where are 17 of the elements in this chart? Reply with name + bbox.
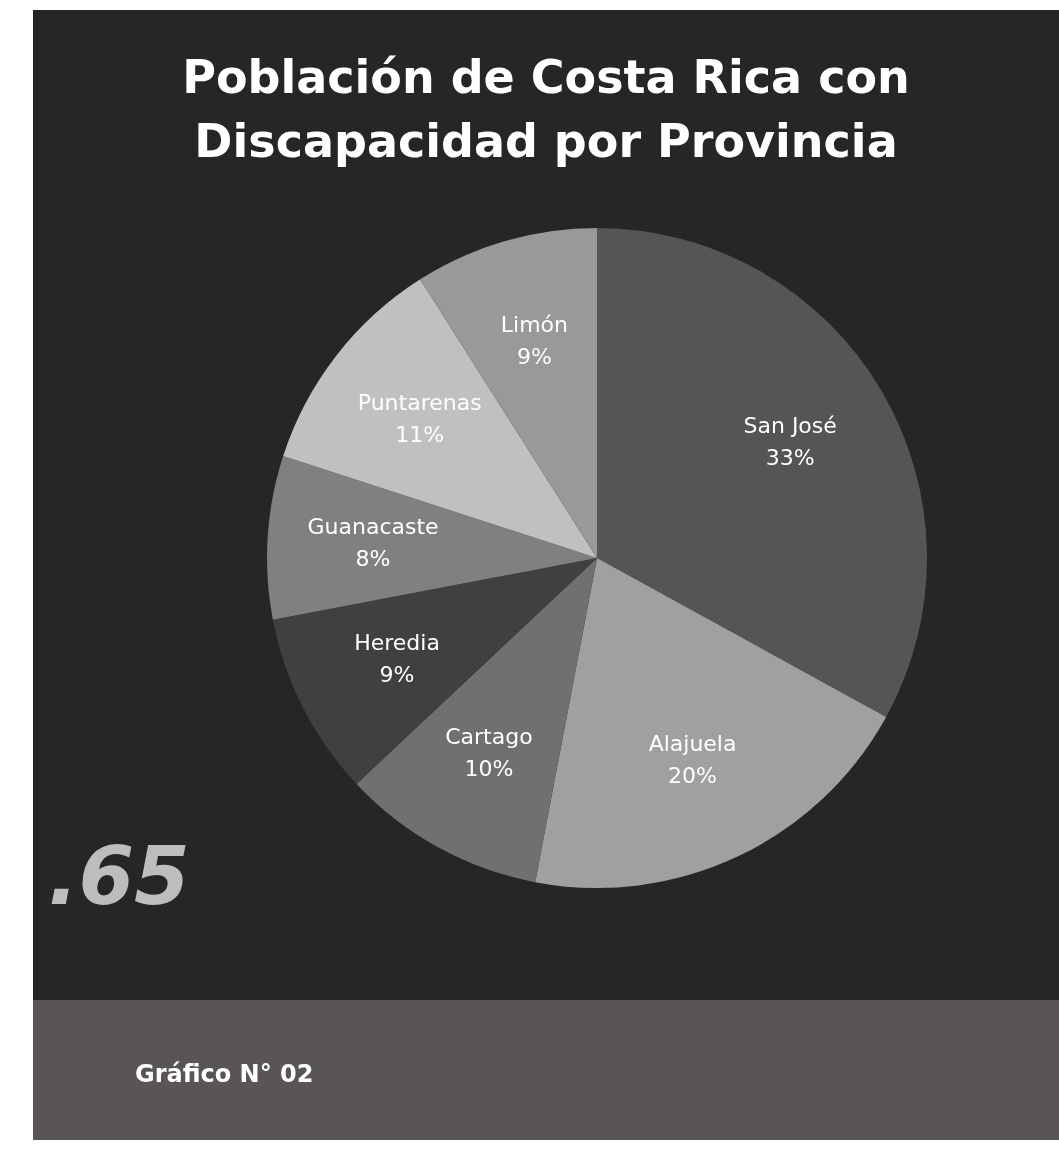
data-label: 9%: [516, 344, 552, 370]
data-label: 8%: [355, 545, 391, 571]
chart-title: Población de Costa Rica con Discapacidad por Provincia: [181, 49, 911, 170]
data-label: 9%: [379, 661, 415, 687]
slice-label: Guanacaste: [307, 513, 439, 539]
slice-label: Puntarenas: [357, 390, 482, 416]
data-label: 33%: [765, 445, 815, 471]
slice-label: San José: [743, 413, 837, 439]
slice-label: Alajuela: [648, 730, 737, 756]
text: Gráfico N° 02: [135, 1060, 314, 1088]
data-label: 10%: [464, 756, 514, 782]
text: .65: [48, 830, 190, 923]
data-label: 11%: [395, 422, 445, 448]
slice-label: Heredia: [354, 629, 440, 655]
data-label: 20%: [668, 762, 717, 788]
slice-label: Limón: [500, 312, 568, 338]
slice-label: Cartago: [445, 724, 533, 750]
